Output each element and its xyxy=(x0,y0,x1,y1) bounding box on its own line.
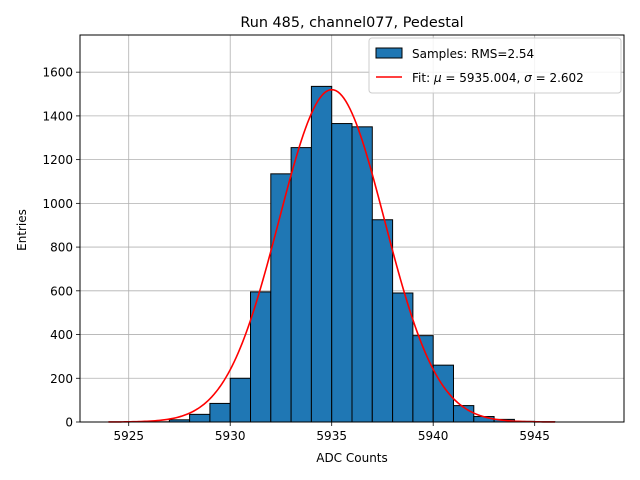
legend: Samples: RMS=2.54 Fit: μ = 5935.004, σ =… xyxy=(368,37,622,94)
y-axis-label: Entries xyxy=(15,209,29,251)
plot-frame xyxy=(79,34,625,423)
y-tick-label: 1600 xyxy=(42,66,73,80)
histogram-bar xyxy=(331,123,353,423)
histogram-bar xyxy=(209,402,231,423)
y-tick-label: 0 xyxy=(65,416,73,430)
x-tick-label: 5930 xyxy=(215,429,246,443)
legend-swatch-samples xyxy=(375,47,403,59)
x-tick-label: 5940 xyxy=(418,429,449,443)
y-tick-label: 400 xyxy=(50,328,73,342)
histogram-bars xyxy=(148,85,556,423)
x-tick-label: 5935 xyxy=(316,429,347,443)
y-tick-label: 600 xyxy=(50,284,73,298)
y-tick-label: 200 xyxy=(50,372,73,386)
legend-label-fit: Fit: μ = 5935.004, σ = 2.602 xyxy=(412,71,584,85)
y-tick-label: 800 xyxy=(50,241,73,255)
y-axis-ticks: 0 200 400 600 800 1000 1200 1400 1600 xyxy=(42,66,80,430)
histogram-bar xyxy=(310,85,333,423)
y-tick-label: 1400 xyxy=(42,109,73,123)
x-tick-label: 5945 xyxy=(519,429,550,443)
histogram-bar xyxy=(189,413,211,423)
chart-title: Run 485, channel077, Pedestal xyxy=(240,15,463,31)
y-tick-label: 1200 xyxy=(42,153,73,167)
histogram-bar xyxy=(290,147,312,423)
x-axis-label: ADC Counts xyxy=(316,451,388,465)
x-tick-label: 5925 xyxy=(113,429,144,443)
histogram-bar xyxy=(229,377,252,423)
histogram-bar xyxy=(371,219,394,423)
legend-label-samples: Samples: RMS=2.54 xyxy=(412,47,534,61)
legend-box xyxy=(368,37,622,94)
x-axis-ticks: 5925 5930 5935 5940 5945 xyxy=(113,422,550,443)
fit-curve xyxy=(108,88,555,423)
y-tick-label: 1000 xyxy=(42,197,73,211)
histogram-bar xyxy=(351,126,373,423)
